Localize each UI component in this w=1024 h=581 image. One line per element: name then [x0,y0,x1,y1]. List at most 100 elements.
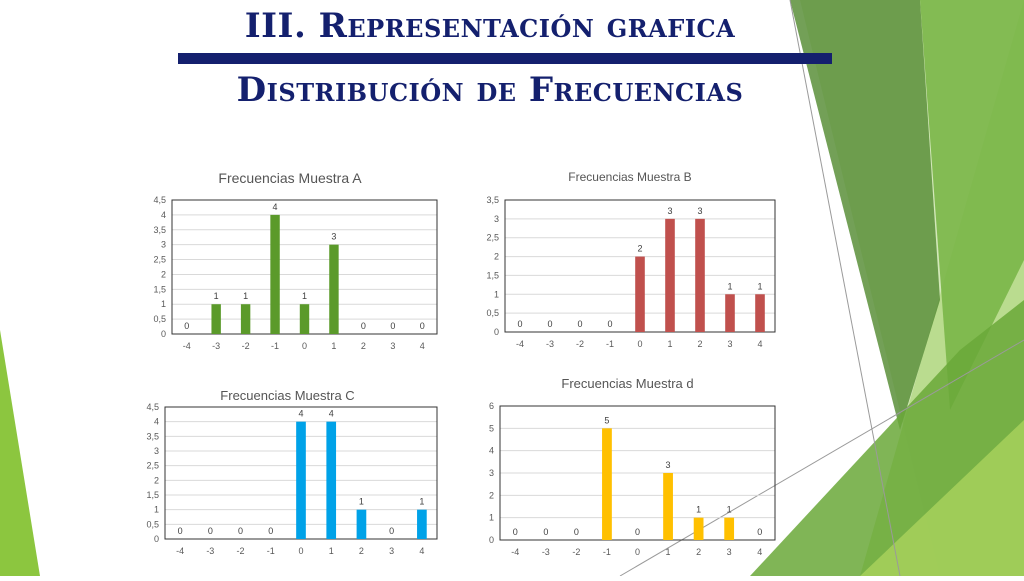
data-label: 1 [727,281,732,291]
data-label: 3 [697,206,702,216]
bar [663,473,673,540]
y-tick-label: 2,5 [486,233,499,243]
data-label: 4 [273,202,278,212]
data-label: 1 [214,291,219,301]
data-label: 0 [420,321,425,331]
chart-svg: 0 0,5 1 1,5 2 2,5 3 3,5 0 -4 0 -3 0 -2 0 -1 2 0 3 1 3 2 1 3 1 4 [486,195,776,349]
y-tick-label: 1 [154,505,159,515]
y-tick-label: 1 [494,289,499,299]
data-label: 0 [517,319,522,329]
data-label: 0 [178,526,183,536]
y-tick-label: 3,5 [486,195,499,205]
y-tick-label: 5 [489,423,494,433]
chart-title: Frecuencias Muestra A [218,170,362,186]
bar [755,294,765,332]
plot-frame [499,405,776,541]
chart-muestra-b: Frecuencias Muestra B 0 0,5 1 1,5 2 2,5 3 3,5 0 -… [475,166,785,361]
chart-svg: 0 1 2 3 4 5 6 0 -4 0 -3 0 -2 5 -1 0 0 3 1 1 2 1 3 0 4 [489,401,776,557]
data-label: 0 [547,319,552,329]
data-label: 1 [243,291,248,301]
bar [665,218,675,332]
data-label: 0 [390,321,395,331]
x-tick-label: -4 [176,546,184,556]
chart-muestra-a: Frecuencias Muestra A 0 0,5 1 1,5 2 2,5 3 3,5 4 4… [140,166,440,361]
data-label: 0 [543,527,548,537]
data-label: 0 [574,527,579,537]
x-tick-label: -2 [576,339,584,349]
bar [329,244,339,334]
x-tick-label: -3 [542,547,550,557]
x-tick-label: -3 [206,546,214,556]
data-label: 1 [727,505,732,515]
chart-muestra-c: Frecuencias Muestra C 0 0,5 1 1,5 2 2,5 3 3,5 4 4… [135,386,440,576]
y-tick-label: 6 [489,401,494,411]
bar [602,428,612,540]
x-tick-label: 3 [389,546,394,556]
x-tick-label: -2 [237,546,245,556]
y-tick-label: 4 [489,446,494,456]
bar [693,517,704,540]
x-tick-label: 4 [420,341,425,351]
data-label: 0 [208,526,213,536]
x-tick-label: 0 [302,341,307,351]
y-tick-label: 3 [154,446,159,456]
y-tick-label: 3 [494,214,499,224]
x-tick-label: -3 [212,341,220,351]
data-label: 3 [667,206,672,216]
bar [635,256,645,332]
x-tick-label: -1 [267,546,275,556]
y-tick-label: 0,5 [146,519,159,529]
x-tick-label: -1 [603,547,611,557]
data-label: 0 [361,321,366,331]
x-tick-label: 4 [419,546,424,556]
x-tick-label: -1 [606,339,614,349]
y-tick-label: 2 [161,269,166,279]
y-tick-label: 3 [161,240,166,250]
x-tick-label: -2 [242,341,250,351]
bar [356,509,367,539]
y-tick-label: 3,5 [153,225,166,235]
y-tick-label: 0 [489,535,494,545]
bar [695,218,705,332]
x-tick-label: 3 [390,341,395,351]
bar [296,421,306,539]
bar [326,421,337,539]
data-label: 1 [757,281,762,291]
x-tick-label: 1 [329,546,334,556]
y-tick-label: 1 [161,299,166,309]
y-tick-label: 2,5 [146,461,159,471]
x-tick-label: 2 [359,546,364,556]
data-label: 4 [298,409,303,419]
y-tick-label: 4 [161,210,166,220]
y-tick-label: 0,5 [153,314,166,324]
y-tick-label: 1,5 [486,270,499,280]
x-tick-label: 1 [667,339,672,349]
x-tick-label: 4 [757,339,762,349]
y-tick-label: 1,5 [153,284,166,294]
data-label: 0 [577,319,582,329]
chart-title: Frecuencias Muestra C [220,388,355,403]
chart-svg: 0 0,5 1 1,5 2 2,5 3 3,5 4 4,5 0 -4 1 -3 1 -2 4 -1 1 0 3 1 0 2 0 3… [153,195,438,351]
data-label: 2 [637,244,642,254]
data-label: 0 [635,527,640,537]
x-tick-label: 2 [696,547,701,557]
y-tick-label: 0,5 [486,308,499,318]
bar [270,214,280,334]
y-tick-label: 4,5 [146,402,159,412]
data-label: 1 [302,291,307,301]
y-tick-label: 2 [154,475,159,485]
data-label: 0 [238,526,243,536]
title-divider [178,53,832,64]
data-label: 4 [329,409,334,419]
x-tick-label: 4 [757,547,762,557]
y-tick-label: 0 [154,534,159,544]
bar [417,509,427,539]
x-tick-label: -4 [511,547,519,557]
slide-title-line1: III. Representación grafica [244,6,736,46]
y-tick-label: 3,5 [146,431,159,441]
x-tick-label: -1 [271,341,279,351]
x-tick-label: 3 [727,339,732,349]
y-tick-label: 3 [489,468,494,478]
x-tick-label: 1 [666,547,671,557]
chart-svg: 0 0,5 1 1,5 2 2,5 3 3,5 4 4,5 0 -4 0 -3 0 -2 0 -1 4 0 4 1 1 2 0 3… [146,402,438,556]
